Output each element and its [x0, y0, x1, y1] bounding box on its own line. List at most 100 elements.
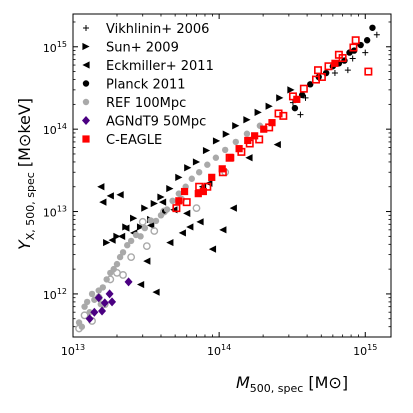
legend-label: REF 100Mpc	[106, 96, 186, 111]
series-4	[75, 122, 264, 330]
x-tick-mantissa: 10	[207, 345, 221, 358]
data-point	[203, 182, 212, 191]
data-point	[175, 173, 183, 181]
legend-entry: Planck 2011	[82, 78, 186, 93]
data-point	[127, 237, 135, 245]
legend-label: Eckmiller+ 2011	[106, 59, 214, 74]
data-point	[75, 324, 83, 333]
data-point	[119, 249, 127, 256]
data-point	[169, 197, 176, 205]
data-point	[344, 67, 351, 74]
data-point	[152, 217, 160, 225]
y-tick-exponent: 14	[57, 122, 67, 131]
x-tick-exponent: 15	[367, 343, 377, 352]
data-point	[186, 223, 194, 231]
data-point	[221, 146, 229, 154]
data-point	[119, 271, 127, 279]
legend-marker	[82, 61, 90, 69]
legend-entry: Vikhlinin+ 2006	[83, 22, 209, 37]
data-point	[287, 86, 295, 94]
data-point	[152, 288, 160, 296]
data-point	[202, 146, 211, 155]
data-point	[192, 204, 201, 213]
data-point	[349, 43, 358, 52]
data-point	[218, 168, 227, 177]
legend-marker	[82, 135, 90, 143]
data-point	[122, 224, 130, 232]
data-point	[130, 214, 138, 222]
series-8	[172, 36, 373, 213]
data-point	[299, 84, 308, 93]
data-point	[180, 187, 189, 196]
legend-entry: REF 100Mpc	[82, 96, 186, 111]
data-point	[317, 72, 326, 81]
y-tick-exponent: 15	[57, 40, 67, 49]
x-tick-exponent: 14	[221, 343, 231, 352]
data-point	[298, 91, 306, 99]
data-point	[208, 245, 217, 253]
y-tick-mantissa: 10	[43, 42, 57, 55]
data-point	[106, 192, 114, 200]
data-point	[297, 111, 304, 118]
data-point	[373, 31, 380, 38]
data-point	[331, 70, 338, 77]
data-point	[137, 233, 144, 240]
data-point	[116, 191, 124, 199]
data-point	[99, 284, 107, 291]
legend-marker	[83, 25, 89, 31]
data-point	[324, 62, 333, 71]
data-point	[117, 232, 126, 240]
data-point	[136, 223, 145, 231]
data-point	[229, 204, 237, 212]
data-point	[147, 217, 154, 224]
data-point	[232, 138, 239, 146]
data-point	[237, 147, 246, 156]
data-point	[143, 257, 151, 265]
data-point	[188, 175, 195, 182]
data-point	[243, 130, 251, 137]
data-point	[222, 130, 230, 138]
data-point	[97, 183, 105, 191]
data-point	[178, 229, 186, 237]
data-point	[268, 119, 276, 127]
y-tick-mantissa: 10	[43, 289, 57, 302]
data-point	[83, 298, 91, 306]
data-point	[331, 59, 339, 67]
data-point	[88, 290, 96, 298]
data-point	[255, 135, 264, 144]
legend-marker	[82, 116, 90, 125]
data-point	[108, 236, 116, 244]
data-point	[141, 204, 149, 212]
legend-entry: C-EAGLE	[82, 133, 162, 148]
data-point	[103, 238, 111, 247]
x-tick-label: 1014	[207, 343, 231, 358]
data-point	[183, 209, 191, 217]
series-0	[289, 31, 380, 118]
data-point	[363, 37, 371, 44]
data-point	[274, 109, 283, 118]
data-point	[90, 307, 99, 317]
x-tick-mantissa: 10	[353, 345, 367, 358]
y-tick-label: 1012	[43, 287, 67, 302]
data-point	[279, 111, 288, 120]
data-point	[158, 198, 167, 206]
data-point	[166, 238, 174, 247]
data-point	[199, 187, 207, 196]
x-tick-label: 1013	[61, 343, 85, 358]
data-point	[196, 218, 204, 226]
legend-entry: Sun+ 2009	[82, 41, 179, 56]
y-tick-mantissa: 10	[43, 207, 57, 220]
data-point	[166, 184, 174, 193]
data-point	[150, 199, 158, 208]
data-point	[307, 81, 314, 88]
data-point	[150, 227, 159, 235]
plot-frame	[72, 13, 392, 338]
data-point	[172, 204, 181, 213]
data-point	[265, 102, 273, 110]
data-point	[232, 122, 240, 130]
x-axis-title-subscript: 500, spec	[250, 382, 304, 395]
legend-label: Sun+ 2009	[106, 41, 179, 56]
data-point	[141, 224, 149, 232]
data-points	[75, 24, 380, 333]
